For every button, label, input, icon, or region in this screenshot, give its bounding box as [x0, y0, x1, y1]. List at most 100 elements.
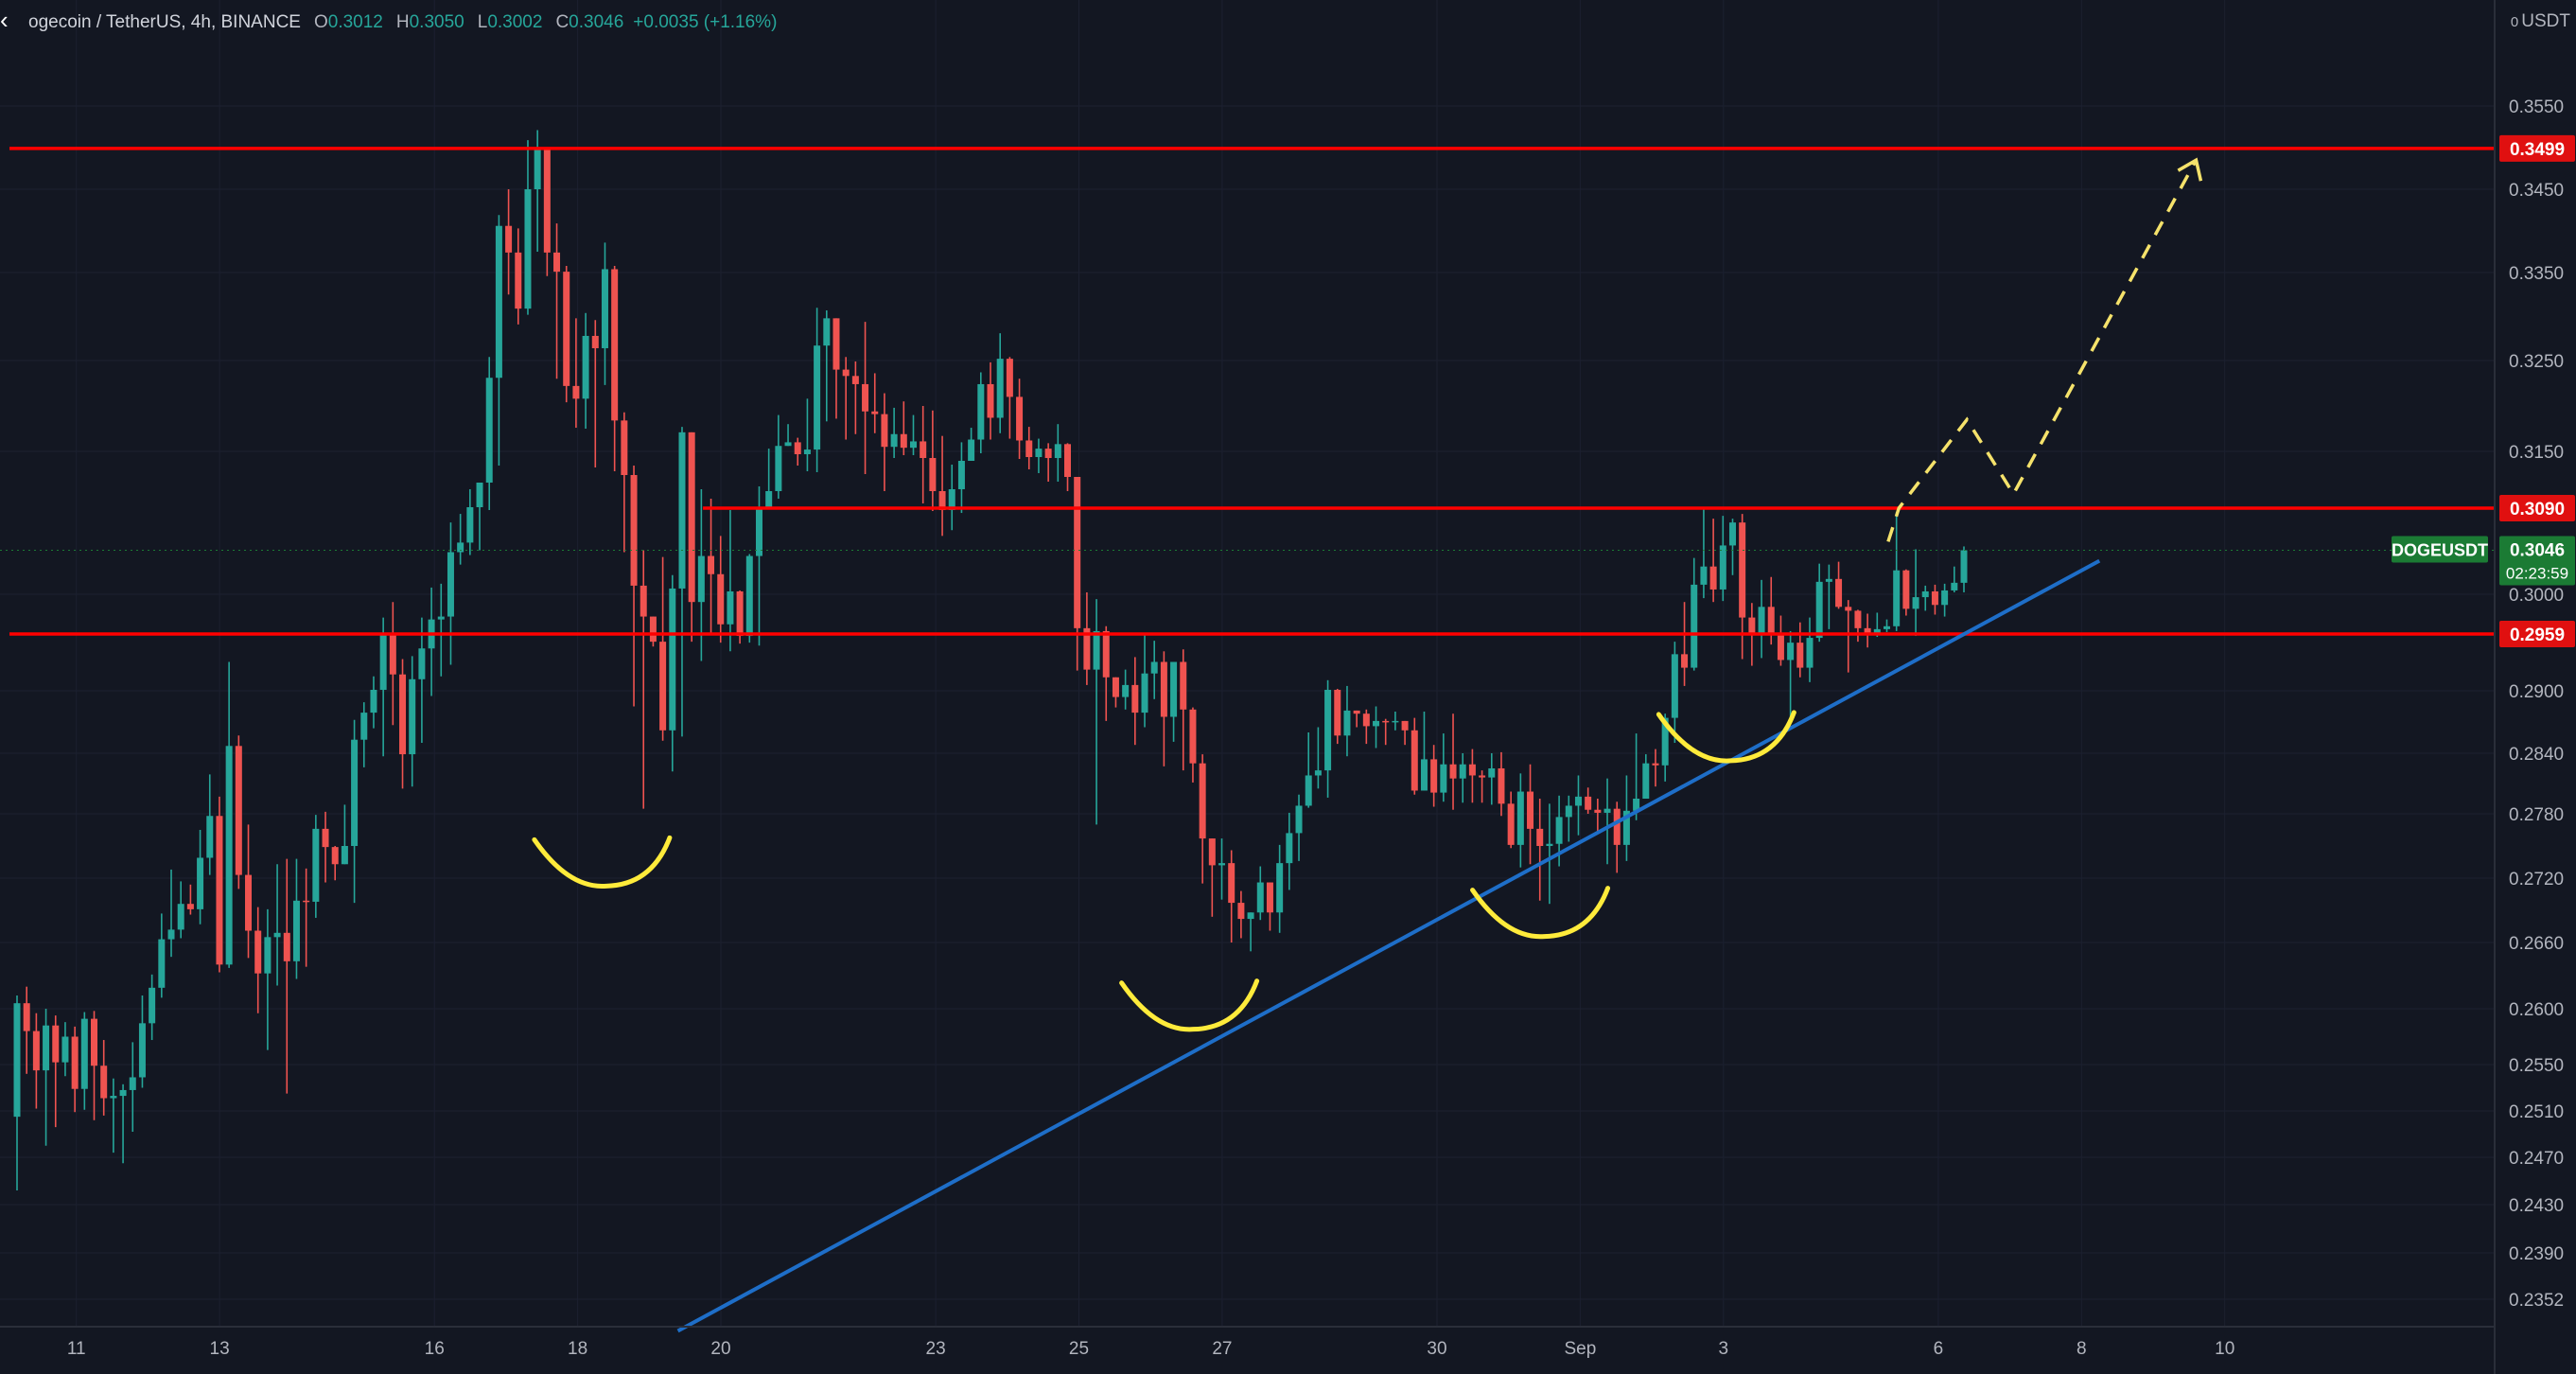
candle [890, 407, 898, 458]
candle-body [920, 441, 927, 458]
u-shape-mark[interactable] [1470, 886, 1611, 940]
candle-body [167, 929, 175, 940]
candle-body [1815, 581, 1823, 639]
candle-body [1237, 903, 1245, 920]
candle-body [1025, 440, 1033, 457]
candle-body [745, 555, 753, 637]
candle-body [1565, 805, 1572, 818]
candle-body [1141, 673, 1148, 713]
candle [1758, 579, 1765, 659]
x-tick-label: 23 [926, 1339, 946, 1359]
candle [1883, 619, 1890, 632]
candle-body [1276, 863, 1284, 913]
candle [399, 659, 407, 789]
candle [1854, 609, 1862, 643]
candle-body [1362, 713, 1370, 727]
u-shape-mark[interactable] [532, 835, 673, 889]
candle [303, 868, 310, 967]
candle [1893, 512, 1901, 631]
candle-body [110, 1096, 117, 1099]
candle [920, 406, 927, 503]
candle [1681, 602, 1689, 686]
candle-body [1083, 627, 1091, 670]
candle-body [418, 648, 426, 679]
candle [1507, 791, 1515, 849]
y-tick-label: 0.2600 [2509, 1000, 2564, 1020]
candle-body [1622, 810, 1630, 845]
back-arrow-icon[interactable]: ‹ [0, 6, 9, 34]
projection-path[interactable] [1886, 159, 2198, 542]
candle [948, 465, 955, 531]
candle-body [1536, 828, 1544, 846]
candle-body [515, 252, 522, 309]
candle [341, 804, 348, 865]
candle [1459, 753, 1466, 803]
y-tick-label: 0.2390 [2509, 1244, 2564, 1264]
ascending-trendline[interactable] [676, 558, 2101, 1333]
candle-body [814, 345, 821, 450]
price-scale-background[interactable] [2495, 0, 2576, 1374]
candle-body [1652, 763, 1659, 766]
y-tick-label: 0.3350 [2509, 264, 2564, 284]
candle-body [1199, 763, 1206, 839]
candle [1845, 600, 1852, 673]
candle [784, 424, 792, 447]
candle [745, 554, 753, 643]
candle [1449, 713, 1457, 810]
candle-body [1873, 628, 1881, 633]
candle [1160, 651, 1167, 766]
candle-body [669, 588, 676, 731]
candle [177, 881, 184, 939]
candle-body [13, 1003, 21, 1118]
candle-body [283, 932, 290, 961]
candle [842, 357, 850, 440]
candle [1411, 717, 1418, 795]
candle-body [485, 378, 493, 483]
candle-body [1373, 720, 1380, 727]
candle [640, 550, 647, 809]
trendline-layer[interactable] [676, 558, 2101, 1333]
candle-body [370, 689, 377, 713]
candle-body [890, 433, 898, 448]
horizontal-levels[interactable] [0, 147, 2495, 636]
candle-body [149, 987, 156, 1024]
candle [1353, 710, 1360, 728]
candle-body [1112, 677, 1119, 697]
ticker-tag [2392, 536, 2488, 563]
close-value: 0.3046 [569, 12, 624, 32]
candle-body [1613, 808, 1621, 845]
candle [1574, 775, 1582, 836]
candle [1671, 642, 1678, 743]
candle-body [1324, 689, 1332, 771]
candle-body [1835, 578, 1843, 608]
candle-body [245, 874, 253, 931]
candle [621, 412, 628, 553]
candle-body [688, 432, 695, 603]
candle [418, 617, 426, 743]
candle-body [957, 461, 965, 489]
candle [149, 974, 156, 1041]
candle-body [264, 937, 272, 974]
candle [225, 661, 233, 968]
candle-body [1449, 764, 1457, 779]
candle-body [1006, 359, 1013, 397]
candle [1237, 890, 1245, 939]
y-tick-label: 0.3250 [2509, 352, 2564, 372]
candle-body [80, 1018, 88, 1089]
candle-body [399, 674, 407, 755]
candle-body [1728, 522, 1736, 546]
candle-body [505, 225, 513, 253]
candle-body [1681, 654, 1689, 668]
candle-body [158, 939, 166, 988]
candle-body [1208, 838, 1216, 866]
candle [1921, 585, 1929, 611]
u-shape-mark[interactable] [1119, 978, 1260, 1032]
candle-body [1691, 584, 1698, 668]
candle-body [755, 507, 762, 556]
candle [1170, 661, 1178, 742]
candle [1266, 882, 1273, 931]
annotations[interactable] [532, 157, 2203, 1032]
candle-body [543, 148, 551, 253]
u-shape-mark[interactable] [1656, 710, 1796, 764]
